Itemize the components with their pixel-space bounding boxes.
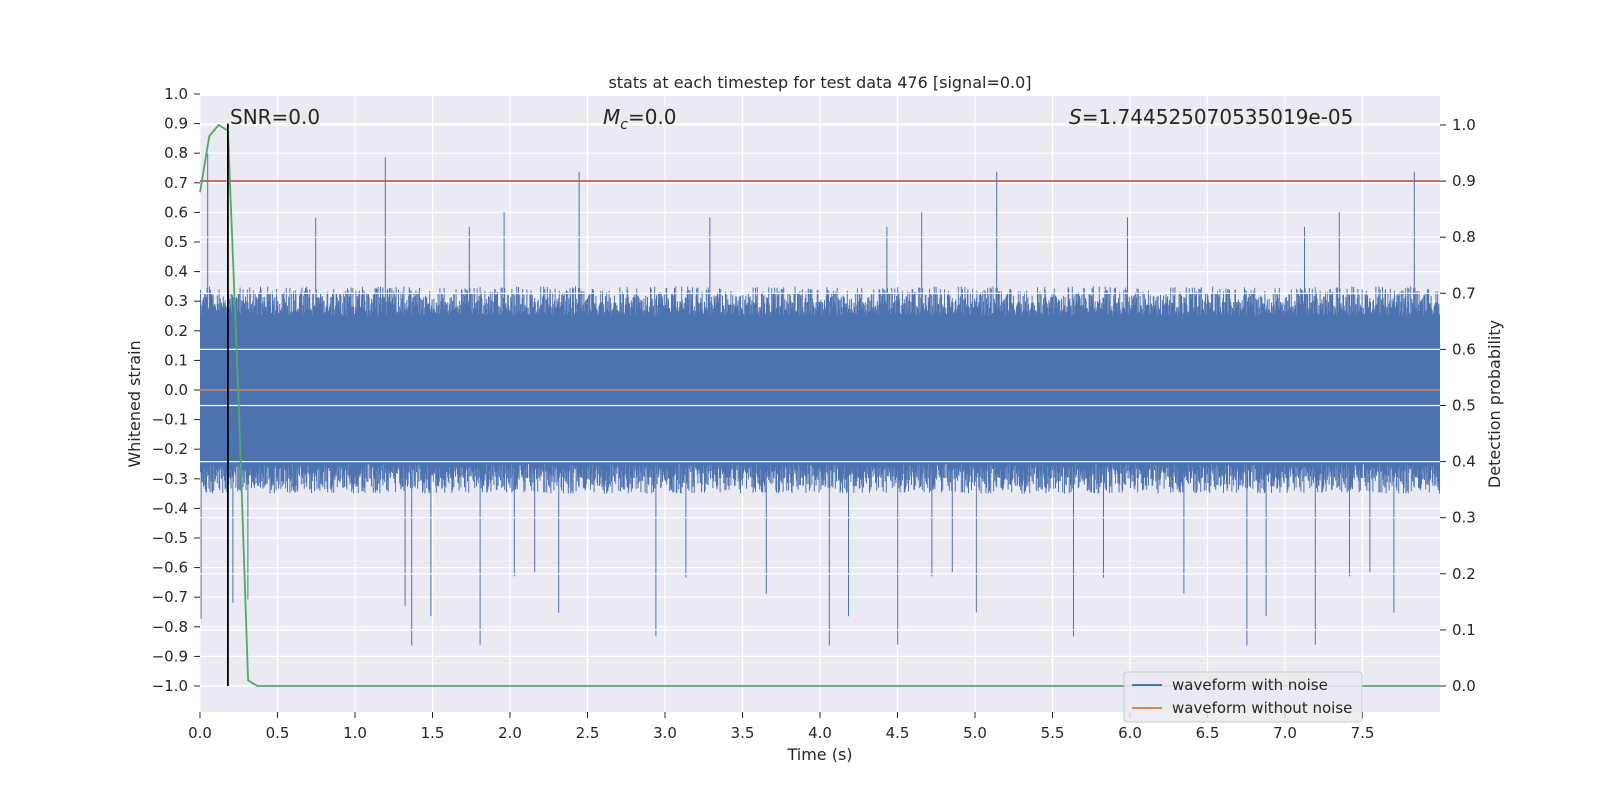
y-tick-label-left: −0.8 xyxy=(152,618,188,636)
x-tick-label: 3.0 xyxy=(653,724,677,742)
x-tick-label: 0.5 xyxy=(266,724,290,742)
y-tick-label-right: 0.1 xyxy=(1452,621,1476,639)
y-tick-label-left: 0.8 xyxy=(164,144,188,162)
y-axis-label-right: Detection probability xyxy=(1485,320,1504,488)
waveform-with-noise-line xyxy=(200,153,1440,646)
x-axis-label: Time (s) xyxy=(786,745,852,764)
y-tick-label-left: 0.7 xyxy=(164,174,188,192)
s-annotation: S=1.744525070535019e-05 xyxy=(1069,105,1353,129)
x-tick-label: 5.0 xyxy=(963,724,987,742)
y-tick-label-left: 0.5 xyxy=(164,233,188,251)
mc-annotation: Mc=0.0 xyxy=(603,105,677,133)
x-tick-label: 4.5 xyxy=(886,724,910,742)
y-tick-label-left: 0.6 xyxy=(164,203,188,221)
y-tick-label-right: 0.7 xyxy=(1452,284,1476,302)
y-tick-label-left: 0.0 xyxy=(164,381,188,399)
y-tick-label-left: −0.2 xyxy=(152,440,188,458)
y-tick-label-left: −0.3 xyxy=(152,470,188,488)
axes: 0.0 0.5 1.0 1.5 2.0 2.5 3.0 3.5 4.0 4.5 5.0 5.5 6.0 6… xyxy=(152,85,1476,742)
y-tick-label-left: −1.0 xyxy=(152,677,188,695)
y-axis-label-left: Whitened strain xyxy=(125,340,144,467)
legend-box xyxy=(1123,671,1363,723)
legend-label-noise: waveform with noise xyxy=(1172,676,1328,694)
x-tick-label: 4.0 xyxy=(808,724,832,742)
chart-lines xyxy=(199,123,1440,687)
y-tick-label-left: 0.1 xyxy=(164,351,188,369)
y-tick-label-right: 0.0 xyxy=(1452,677,1476,695)
mc-subscript: c xyxy=(620,117,628,133)
chart-title: stats at each timestep for test data 476… xyxy=(608,73,1031,92)
y-tick-label-right: 0.5 xyxy=(1452,397,1476,415)
y-tick-label-left: 0.9 xyxy=(164,115,188,133)
x-tick-label: 7.5 xyxy=(1351,724,1375,742)
y-tick-label-right: 1.0 xyxy=(1452,116,1476,134)
x-tick-label: 2.0 xyxy=(498,724,522,742)
x-tick-label: 1.5 xyxy=(421,724,445,742)
y-tick-label-left: 1.0 xyxy=(164,85,188,103)
s-value: =1.744525070535019e-05 xyxy=(1082,105,1354,129)
mc-symbol: M xyxy=(603,105,620,129)
y-tick-label-left: 0.2 xyxy=(164,322,188,340)
x-tick-label: 0.0 xyxy=(188,724,212,742)
x-tick-label: 2.5 xyxy=(576,724,600,742)
mc-value: =0.0 xyxy=(628,105,677,129)
y-tick-label-left: −0.7 xyxy=(152,588,188,606)
detection-probability-line xyxy=(199,123,1440,687)
y-tick-label-right: 0.3 xyxy=(1452,509,1476,527)
legend-label-clean: waveform without noise xyxy=(1172,699,1352,717)
snr-annotation: SNR=0.0 xyxy=(230,105,320,129)
x-tick-label: 6.0 xyxy=(1118,724,1142,742)
x-tick-label: 6.5 xyxy=(1196,724,1220,742)
y-tick-label-left: 0.3 xyxy=(164,292,188,310)
y-tick-label-left: −0.1 xyxy=(152,411,188,429)
x-tick-label: 3.5 xyxy=(731,724,755,742)
y-tick-label-left: −0.5 xyxy=(152,529,188,547)
y-tick-label-left: −0.4 xyxy=(152,499,188,517)
y-tick-label-left: −0.6 xyxy=(152,559,188,577)
y-tick-label-right: 0.9 xyxy=(1452,172,1476,190)
legend: waveform with noise waveform without noi… xyxy=(1123,671,1363,723)
y-tick-label-right: 0.6 xyxy=(1452,340,1476,358)
x-tick-label: 7.0 xyxy=(1273,724,1297,742)
x-tick-label: 5.5 xyxy=(1041,724,1065,742)
y-tick-label-left: −0.9 xyxy=(152,647,188,665)
y-tick-label-left: 0.4 xyxy=(164,263,188,281)
y-tick-label-right: 0.8 xyxy=(1452,228,1476,246)
y-tick-label-right: 0.4 xyxy=(1452,453,1476,471)
y-tick-label-right: 0.2 xyxy=(1452,565,1476,583)
s-symbol: S xyxy=(1069,105,1082,129)
x-tick-label: 1.0 xyxy=(343,724,367,742)
waveform-with-noise-series xyxy=(200,153,1440,646)
